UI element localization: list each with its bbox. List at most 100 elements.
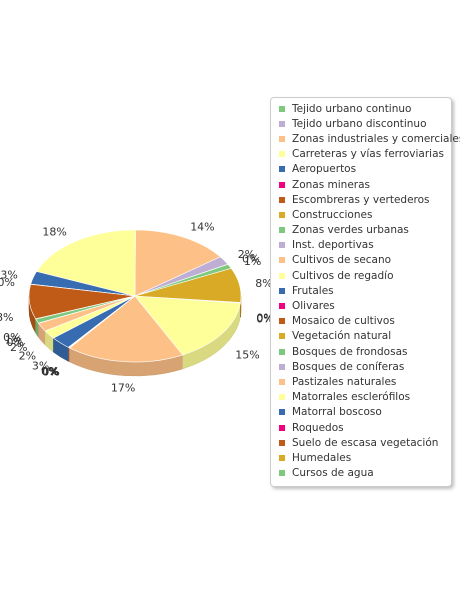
data-label-12: 3%	[32, 360, 49, 373]
data-label-9: 0%	[6, 336, 23, 349]
legend-label: Olivares	[292, 300, 335, 313]
data-label-3: 18%	[42, 225, 66, 238]
legend-swatch	[279, 105, 285, 112]
data-label-6: 8%	[0, 311, 14, 324]
legend-item: Olivares	[279, 298, 451, 313]
legend-item: Cultivos de secano	[279, 253, 451, 268]
legend-label: Zonas industriales y comerciales	[292, 132, 460, 145]
legend-item: Bosques de coníferas	[279, 359, 451, 374]
legend-label: Matorrales esclerófilos	[292, 391, 411, 404]
legend-label: Mosaico de cultivos	[292, 315, 395, 328]
data-label-11: 2%	[19, 350, 36, 363]
data-label-15: 0%	[42, 365, 59, 378]
data-label-1: 2%	[238, 248, 255, 261]
legend-swatch	[279, 318, 285, 325]
legend-label: Construcciones	[292, 208, 373, 221]
legend-swatch	[279, 211, 285, 218]
legend-label: Aeropuertos	[292, 163, 357, 176]
legend-label: Vegetación natural	[292, 330, 392, 343]
legend-swatch	[279, 409, 285, 416]
data-label-23: 8%	[255, 277, 272, 290]
legend-swatch	[279, 181, 285, 188]
legend-swatch	[279, 378, 285, 385]
legend-label: Bosques de coníferas	[292, 360, 405, 373]
legend-item: Cursos de agua	[279, 466, 451, 481]
data-label-18: 17%	[111, 382, 135, 395]
data-label-16: 0%	[42, 365, 59, 378]
legend-swatch	[279, 242, 285, 249]
legend-swatch	[279, 470, 285, 477]
legend-label: Zonas mineras	[292, 178, 370, 191]
pie-slice-24	[134, 264, 232, 297]
legend-label: Suelo de escasa vegetación	[292, 436, 439, 449]
data-label-13: 0%	[41, 365, 58, 378]
legend-swatch	[279, 363, 285, 370]
legend-item: Escombreras y vertederos	[279, 192, 451, 207]
pie-slices	[28, 229, 242, 363]
legend-label: Zonas verdes urbanas	[292, 224, 409, 237]
legend-label: Tejido urbano discontinuo	[292, 117, 427, 130]
legend-item: Vegetación natural	[279, 329, 451, 344]
legend-swatch	[279, 439, 285, 446]
data-label-2: 14%	[190, 220, 214, 233]
pie-slice-19	[134, 295, 241, 356]
legend-label: Bosques de frondosas	[292, 345, 408, 358]
legend-swatch	[279, 287, 285, 294]
legend-label: Cultivos de regadío	[292, 269, 394, 282]
data-label-5: 0%	[0, 276, 15, 289]
legend-swatch	[279, 227, 285, 234]
legend-swatch	[279, 272, 285, 279]
legend-swatch	[279, 424, 285, 431]
legend-item: Matorrales esclerófilos	[279, 390, 451, 405]
legend-item: Frutales	[279, 283, 451, 298]
legend-swatch	[279, 394, 285, 401]
legend-item: Zonas industriales y comerciales	[279, 131, 460, 146]
legend: Tejido urbano continuo Tejido urbano disc…	[270, 97, 460, 487]
legend-swatch	[279, 454, 285, 461]
legend-swatch	[279, 135, 285, 142]
legend-label: Escombreras y vertederos	[292, 193, 430, 206]
legend-item: Suelo de escasa vegetación	[279, 435, 451, 450]
pie-slice-2	[134, 229, 221, 297]
legend-swatch	[279, 257, 285, 264]
data-label-20: 0%	[256, 312, 273, 325]
data-label-10: 2%	[10, 341, 27, 354]
pie-data-labels: 0%2%14%18%3%0%8%0%1%0%2%2%3%0%0%0%0%0%17…	[0, 220, 274, 394]
legend-label: Inst. deportivas	[292, 239, 374, 252]
legend-item: Inst. deportivas	[279, 238, 451, 253]
data-label-8: 1%	[5, 334, 22, 347]
legend-swatch	[279, 120, 285, 127]
legend-item: Aeropuertos	[279, 162, 451, 177]
legend-item: Zonas verdes urbanas	[279, 223, 451, 238]
legend-swatch	[279, 348, 285, 355]
legend-item: Zonas mineras	[279, 177, 451, 192]
legend-item: Construcciones	[279, 207, 451, 222]
legend-item: Cultivos de regadío	[279, 268, 451, 283]
legend-swatch	[279, 166, 285, 173]
data-label-7: 0%	[3, 331, 20, 344]
legend-item: Bosques de frondosas	[279, 344, 451, 359]
legend-label: Pastizales naturales	[292, 375, 397, 388]
data-label-14: 0%	[41, 365, 58, 378]
pie-slice-3	[36, 229, 136, 297]
legend-label: Tejido urbano continuo	[292, 102, 412, 115]
legend-item: Roquedos	[279, 420, 451, 435]
legend-swatch	[279, 196, 285, 203]
data-label-22: 0%	[256, 312, 273, 325]
data-label-4: 3%	[0, 268, 17, 281]
legend-swatch	[279, 151, 285, 158]
legend-item: Matorral boscoso	[279, 405, 451, 420]
legend-label: Matorral boscoso	[292, 406, 382, 419]
legend-item: Pastizales naturales	[279, 374, 451, 389]
legend-item: Carreteras y vías ferroviarias	[279, 147, 451, 162]
pie-slice-18	[69, 295, 184, 363]
legend-swatch	[279, 333, 285, 340]
legend-swatch	[279, 303, 285, 310]
data-label-0: 0%	[242, 253, 259, 266]
legend-label: Cursos de agua	[292, 467, 374, 480]
legend-item: Tejido urbano continuo	[279, 101, 451, 116]
legend-label: Carreteras y vías ferroviarias	[292, 148, 445, 161]
data-label-19: 15%	[235, 348, 259, 361]
legend-label: Humedales	[292, 451, 352, 464]
